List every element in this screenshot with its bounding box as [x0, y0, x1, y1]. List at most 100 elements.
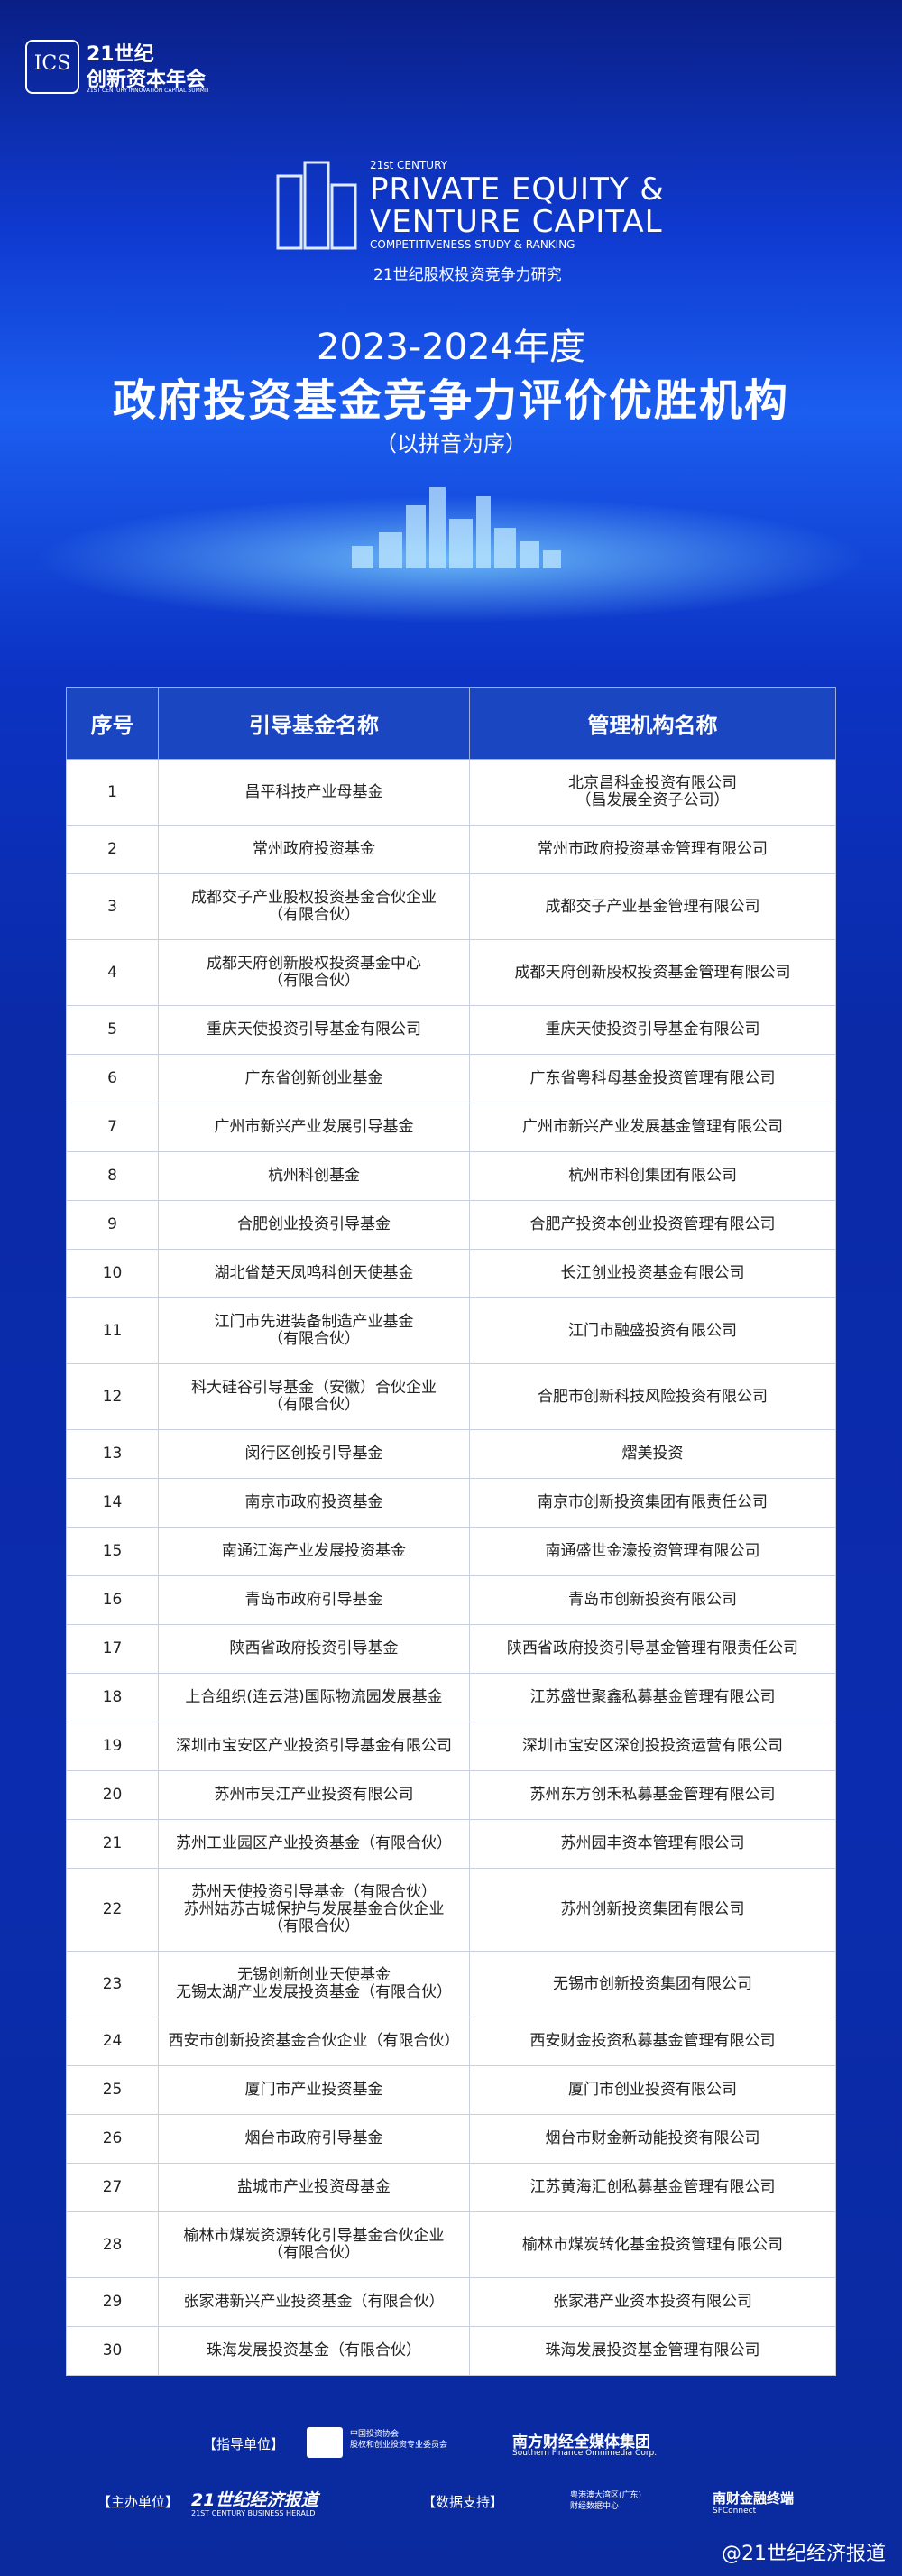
- table-cell: 6: [65, 1054, 160, 1103]
- table-row: 30 珠海发展投资基金（有限合伙） 珠海发展投资基金管理有限公司: [65, 2326, 837, 2376]
- table-cell: 江苏盛世聚鑫私募基金管理有限公司: [468, 1673, 837, 1722]
- table-row: 16 青岛市政府引导基金 青岛市创新投资有限公司: [65, 1575, 837, 1625]
- icon: [307, 2427, 343, 2458]
- logo-line: 创新资本年会: [87, 69, 207, 91]
- brand-line: VENTURE CAPITAL: [370, 204, 663, 240]
- table-cell: 青岛市政府引导基金: [158, 1575, 470, 1625]
- table-cell: 南通江海产业发展投资基金: [158, 1527, 470, 1576]
- table-cell: 无锡创新创业天使基金 无锡太湖产业发展投资基金（有限合伙）: [158, 1951, 470, 2017]
- header-row: 序号 引导基金名称 管理机构名称: [65, 687, 837, 760]
- brand-cn: 21世纪股权投资竞争力研究: [373, 266, 562, 284]
- column-header: 引导基金名称: [158, 687, 470, 760]
- table-cell: 12: [65, 1363, 160, 1430]
- table-cell: 20: [65, 1770, 160, 1820]
- logo-box: ICS: [25, 40, 79, 94]
- table-cell: 29: [65, 2277, 160, 2327]
- table-cell: 广州市新兴产业发展引导基金: [158, 1103, 470, 1152]
- table-cell: 广东省粤科母基金投资管理有限公司: [468, 1054, 837, 1103]
- table-cell: 江门市融盛投资有限公司: [468, 1297, 837, 1364]
- table-cell: 10: [65, 1249, 160, 1298]
- table-cell: 17: [65, 1624, 160, 1674]
- table-cell: 科大硅谷引导基金（安徽）合伙企业 （有限合伙）: [158, 1363, 470, 1430]
- table-cell: 合肥创业投资引导基金: [158, 1200, 470, 1250]
- table-cell: 9: [65, 1200, 160, 1250]
- table-row: 28 榆林市煤炭资源转化引导基金合伙企业 （有限合伙） 榆林市煤炭转化基金投资管理有…: [65, 2211, 837, 2278]
- table-cell: 合肥市创新科技风险投资有限公司: [468, 1363, 837, 1430]
- brand-line: PRIVATE EQUITY &: [370, 171, 665, 208]
- table-cell: 13: [65, 1429, 160, 1479]
- table-cell: 陕西省政府投资引导基金: [158, 1624, 470, 1674]
- table-cell: 2: [65, 825, 160, 874]
- brand-line: COMPETITIVENESS STUDY & RANKING: [370, 238, 575, 251]
- table-cell: 重庆天使投资引导基金有限公司: [158, 1005, 470, 1055]
- table-cell: 苏州天使投资引导基金（有限合伙） 苏州姑苏古城保护与发展基金合伙企业 （有限合伙…: [158, 1868, 470, 1952]
- table-cell: 27: [65, 2163, 160, 2212]
- table-row: 7 广州市新兴产业发展引导基金 广州市新兴产业发展基金管理有限公司: [65, 1103, 837, 1152]
- table-row: 6 广东省创新创业基金 广东省粤科母基金投资管理有限公司: [65, 1054, 837, 1103]
- table-cell: 闵行区创投引导基金: [158, 1429, 470, 1479]
- logo-mark: ICS: [33, 52, 71, 75]
- table-row: 17 陕西省政府投资引导基金 陕西省政府投资引导基金管理有限责任公司: [65, 1624, 837, 1674]
- column-header: 序号: [65, 687, 160, 760]
- table-row: 11 江门市先进装备制造产业基金 （有限合伙） 江门市融盛投资有限公司: [65, 1297, 837, 1364]
- table-row: 15 南通江海产业发展投资基金 南通盛世金濠投资管理有限公司: [65, 1527, 837, 1576]
- table-cell: 16: [65, 1575, 160, 1625]
- table-row: 29 张家港新兴产业投资基金（有限合伙） 张家港产业资本投资有限公司: [65, 2277, 837, 2327]
- table-cell: 7: [65, 1103, 160, 1152]
- table-cell: 23: [65, 1951, 160, 2017]
- table-row: 9 合肥创业投资引导基金 合肥产投资本创业投资管理有限公司: [65, 1200, 837, 1250]
- table-row: 2 常州政府投资基金 常州市政府投资基金管理有限公司: [65, 825, 837, 874]
- table-cell: 熠美投资: [468, 1429, 837, 1479]
- table-row: 26 烟台市政府引导基金 烟台市财金新动能投资有限公司: [65, 2114, 837, 2164]
- org: 21世纪经济报道: [191, 2490, 318, 2510]
- table-cell: 常州市政府投资基金管理有限公司: [468, 825, 837, 874]
- table-cell: 1: [65, 759, 160, 826]
- table-row: 25 厦门市产业投资基金 厦门市创业投资有限公司: [65, 2065, 837, 2115]
- logo-line: 21世纪: [87, 43, 154, 66]
- table-row: 19 深圳市宝安区产业投资引导基金有限公司 深圳市宝安区深创投投资运营有限公司: [65, 1722, 837, 1771]
- table-cell: 南通盛世金濠投资管理有限公司: [468, 1527, 837, 1576]
- table-cell: 广州市新兴产业发展基金管理有限公司: [468, 1103, 837, 1152]
- table-cell: 28: [65, 2211, 160, 2278]
- table-row: 14 南京市政府投资基金 南京市创新投资集团有限责任公司: [65, 1478, 837, 1528]
- table-cell: 广东省创新创业基金: [158, 1054, 470, 1103]
- table-cell: 青岛市创新投资有限公司: [468, 1575, 837, 1625]
- table-row: 4 成都天府创新股权投资基金中心 （有限合伙） 成都天府创新股权投资基金管理有限公司: [65, 939, 837, 1006]
- table-cell: 西安财金投资私募基金管理有限公司: [468, 2017, 837, 2066]
- table-cell: 24: [65, 2017, 160, 2066]
- table-row: 18 上合组织(连云港)国际物流园发展基金 江苏盛世聚鑫私募基金管理有限公司: [65, 1673, 837, 1722]
- table-cell: 4: [65, 939, 160, 1006]
- table-cell: 张家港新兴产业投资基金（有限合伙）: [158, 2277, 470, 2327]
- table-cell: 江苏黄海汇创私募基金管理有限公司: [468, 2163, 837, 2212]
- table-cell: 合肥产投资本创业投资管理有限公司: [468, 1200, 837, 1250]
- table-row: 10 湖北省楚天凤鸣科创天使基金 长江创业投资基金有限公司: [65, 1249, 837, 1298]
- table-cell: 湖北省楚天凤鸣科创天使基金: [158, 1249, 470, 1298]
- table-cell: 21: [65, 1819, 160, 1869]
- table-cell: 珠海发展投资基金管理有限公司: [468, 2326, 837, 2376]
- table-row: 21 苏州工业园区产业投资基金（有限合伙） 苏州园丰资本管理有限公司: [65, 1819, 837, 1869]
- org: 中国投资协会 股权和创业投资专业委员会: [350, 2430, 448, 2450]
- table-cell: 30: [65, 2326, 160, 2376]
- table-cell: 杭州科创基金: [158, 1151, 470, 1201]
- year: 2023-2024年度: [316, 327, 586, 368]
- table-cell: 北京昌科金投资有限公司 （昌发展全资子公司）: [468, 759, 837, 826]
- table-cell: 烟台市政府引导基金: [158, 2114, 470, 2164]
- brand-small: 21st CENTURY: [370, 159, 447, 171]
- decoration: [36, 161, 866, 623]
- table-cell: 22: [65, 1868, 160, 1952]
- table-cell: 8: [65, 1151, 160, 1201]
- table-cell: 深圳市宝安区深创投投资运营有限公司: [468, 1722, 837, 1771]
- table-cell: 西安市创新投资基金合伙企业（有限合伙）: [158, 2017, 470, 2066]
- table-cell: 昌平科技产业母基金: [158, 759, 470, 826]
- table-cell: 苏州工业园区产业投资基金（有限合伙）: [158, 1819, 470, 1869]
- table-row: 24 西安市创新投资基金合伙企业（有限合伙） 西安财金投资私募基金管理有限公司: [65, 2017, 837, 2066]
- title: 政府投资基金竞争力评价优胜机构: [112, 375, 789, 426]
- label: 【数据支持】: [422, 2494, 504, 2510]
- table-cell: 长江创业投资基金有限公司: [468, 1249, 837, 1298]
- table-cell: 珠海发展投资基金（有限合伙）: [158, 2326, 470, 2376]
- table-cell: 盐城市产业投资母基金: [158, 2163, 470, 2212]
- watermark: @21世纪经济报道: [722, 2543, 886, 2565]
- subtitle: （以拼音为序）: [375, 431, 527, 457]
- table-cell: 15: [65, 1527, 160, 1576]
